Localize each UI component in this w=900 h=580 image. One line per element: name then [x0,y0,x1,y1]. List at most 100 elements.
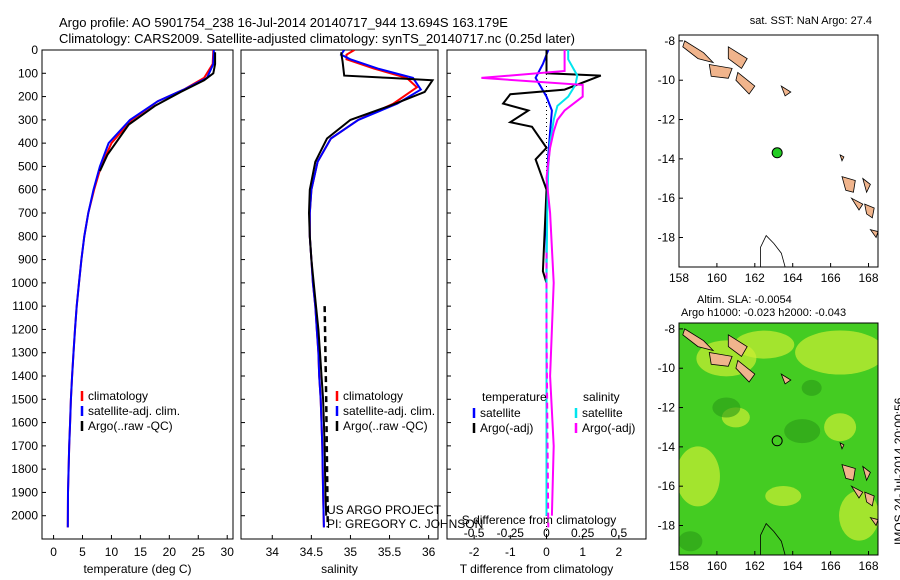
map-2-title: Altim. SLA: -0.0054 [697,294,792,306]
panel-1-frame [41,49,234,540]
series-line-temperature-satellite [534,50,553,516]
land-island [841,464,856,481]
x-tick-label: 10 [105,545,119,559]
map-x-tick-label: 162 [745,559,765,573]
sla-high-patch [734,330,795,359]
x2-tick-label: 0 [543,526,550,540]
x-tick-label: 35 [344,545,358,559]
x-tick-label: 1 [579,545,586,559]
depth-contour [760,234,786,267]
land-island [735,71,756,95]
land-island [864,203,875,219]
map-1-title: sat. SST: NaN Argo: 27.4 [750,15,872,27]
x-axis-label: salinity [321,562,358,576]
y-tick-label: 1100 [12,299,38,313]
series-line-satellite-adj-clim- [66,50,215,528]
sla-low-patch [679,531,703,552]
legend-entry: satellite-adj. clim. [88,404,180,418]
x-axis-label: temperature (deg C) [83,562,191,576]
land-island [727,334,748,357]
x-tick-label: 30 [221,545,235,559]
map-x-tick-label: 166 [821,559,841,573]
title-line-2: Climatology: CARS2009. Satellite-adjuste… [59,31,575,46]
land-island [862,177,871,194]
y-tick-label: 300 [18,113,38,127]
sla-low-patch [801,379,822,396]
map-x-tick-label: 168 [859,271,879,285]
imos-timestamp: IMOS 24-Jul-2014 20:00:56 [892,397,900,545]
y-tick-label: 1000 [11,276,38,290]
land-island [862,465,871,482]
y-tick-label: 1600 [11,416,38,430]
land-island [839,154,845,162]
title-line-1: Argo profile: AO 5901754_238 16-Jul-2014… [59,15,508,30]
x2-tick-label: -0.5 [464,526,485,540]
x2-tick-label: 0.5 [611,526,628,540]
y-tick-label: 800 [18,229,38,243]
sla-high-patch [765,486,802,507]
map-x-tick-label: 162 [745,271,765,285]
land-island [839,442,845,450]
map-y-tick-label: -8 [664,322,675,336]
legend-title-temperature: temperature [482,390,547,404]
map-1-frame [678,34,879,268]
y-tick-label: 700 [18,206,38,220]
map-x-tick-label: 160 [707,271,727,285]
sla-low-patch [712,397,741,418]
x2-axis-label: S difference from climatology [462,513,617,527]
x-tick-label: 25 [192,545,206,559]
x-tick-label: 20 [163,545,177,559]
series-line-argo-raw-qc- [307,52,435,516]
legend-entry: Argo(..raw -QC) [88,419,173,433]
y-tick-label: 1900 [11,485,38,499]
map-1-content [682,40,878,267]
x-tick-label: 34 [266,545,280,559]
y-tick-label: 1700 [11,439,38,453]
legend-entry: climatology [88,389,148,403]
map-y-tick-label: -14 [658,440,676,454]
map-y-tick-label: -10 [658,73,676,87]
y-tick-label: 1500 [11,392,38,406]
map-2-subtitle: Argo h1000: -0.023 h2000: -0.043 [681,307,846,319]
land-island [850,485,864,499]
y-tick-label: 1200 [11,322,38,336]
y-tick-label: 600 [18,183,38,197]
map-y-tick-label: -8 [664,34,675,48]
sla-high-patch [824,413,857,442]
y-tick-label: 1800 [11,462,38,476]
x-tick-label: 0 [50,545,57,559]
x-tick-label: -1 [505,545,516,559]
series-line-temperature-argo-adj- [501,50,602,516]
sla-high-patch [679,446,720,507]
panel-2-frame [240,49,439,540]
map-y-tick-label: -16 [658,191,676,205]
y-tick-label: 100 [18,66,38,80]
y-tick-label: 1400 [11,369,38,383]
x-tick-label: 34.5 [300,545,324,559]
series-line-salinity-argo-adj- [481,50,584,516]
land-island [869,516,878,527]
x2-tick-label: 0.25 [571,526,595,540]
map-y-tick-label: -12 [658,401,676,415]
y-tick-label: 400 [18,136,38,150]
land-island [780,85,792,97]
y-tick-label: 200 [18,90,38,104]
credit-line-1: US ARGO PROJECT [327,503,442,517]
legend-entry: satellite [582,406,623,420]
depth-contour [760,522,786,555]
y-tick-label: 2000 [11,509,38,523]
x-tick-label: 5 [79,545,86,559]
series-line-climatology [66,50,215,528]
map-x-tick-label: 160 [707,559,727,573]
series-line-s-adj-deep [545,252,550,528]
legend-entry: Argo(-adj) [582,421,635,435]
map-x-tick-label: 158 [669,559,689,573]
x-axis-label: T difference from climatology [460,562,614,576]
legend-entry: Argo(-adj) [480,421,533,435]
land-island [735,359,756,383]
map-x-tick-label: 164 [783,271,803,285]
x-tick-label: 2 [616,545,623,559]
land-island [682,328,715,352]
map-x-tick-label: 158 [669,271,689,285]
